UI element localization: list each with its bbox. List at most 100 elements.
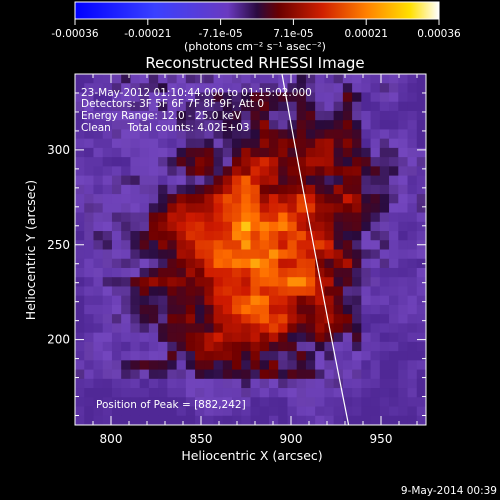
heatmap-cell [268,129,279,140]
heatmap-cell [268,314,279,324]
heatmap-cell [167,323,178,334]
heatmap-cell [324,157,335,167]
heatmap-cell [287,221,298,232]
heatmap-cell [232,267,242,278]
x-tick-label: 800 [100,432,123,446]
heatmap-cell [389,332,399,343]
heatmap-cell [278,166,288,177]
heatmap-cell [416,295,427,306]
heatmap-cell [315,286,325,297]
colorbar-unit-label: (photons cm⁻² s⁻¹ asec⁻²) [184,40,326,53]
heatmap-cell [167,147,178,158]
heatmap-cell [315,295,325,306]
heatmap-cell [342,175,353,186]
heatmap-cell [389,397,399,407]
heatmap-cell [315,194,325,204]
heatmap-cell [416,249,427,260]
heatmap-cell [111,258,122,269]
heatmap-cell [278,341,288,352]
heatmap-cell [84,101,94,112]
heatmap-cell [324,138,335,149]
heatmap-cell [250,166,261,177]
heatmap-cell [139,92,150,103]
heatmap-cell [241,415,251,426]
heatmap-cell [398,369,408,380]
heatmap-cell [278,286,288,297]
heatmap-cell [296,406,307,417]
heatmap-cell [167,277,178,287]
heatmap-cell [111,388,122,398]
heatmap-cell [121,369,131,380]
heatmap-cell [213,351,224,361]
heatmap-cell [379,369,390,380]
heatmap-cell [315,166,325,177]
heatmap-cell [296,249,307,260]
heatmap-cell [352,286,362,297]
heatmap-cell [370,120,381,130]
heatmap-cell [389,323,399,334]
heatmap-cell [407,110,418,121]
heatmap-cell [204,314,214,324]
heatmap-cell [352,120,362,130]
heatmap-cell [278,120,288,130]
heatmap-cell [121,92,131,103]
heatmap-cell [93,101,104,112]
heatmap-cell [389,258,399,269]
heatmap-cell [102,277,113,287]
heatmap-cell [75,378,85,389]
heatmap-cell [84,341,94,352]
heatmap-cell [121,295,131,306]
heatmap-cell [176,184,187,195]
heatmap-cell [102,101,113,112]
heatmap-cell [195,147,205,158]
heatmap-cell [158,184,168,195]
heatmap-cell [204,360,214,370]
heatmap-cell [305,157,316,167]
heatmap-cell [213,138,224,149]
heatmap-cell [121,101,131,112]
heatmap-cell [416,332,427,343]
heatmap-cell [130,351,141,361]
heatmap-cell [407,295,418,306]
heatmap-cell [232,110,242,121]
heatmap-cell [102,194,113,204]
heatmap-cell [222,378,233,389]
heatmap-cell [75,406,85,417]
heatmap-cell [241,360,251,370]
heatmap-cell [342,74,353,84]
heatmap-cell [250,415,261,426]
heatmap-cell [185,267,196,278]
heatmap-cell [111,369,122,380]
heatmap-cell [139,314,150,324]
heatmap-cell [232,277,242,287]
heatmap-cell [232,92,242,103]
heatmap-cell [139,129,150,140]
heatmap-cell [305,341,316,352]
heatmap-cell [176,267,187,278]
heatmap-cell [167,406,178,417]
heatmap-cell [259,286,270,297]
heatmap-cell [185,304,196,315]
heatmap-cell [342,194,353,204]
heatmap-cell [121,267,131,278]
heatmap-cell [287,360,298,370]
heatmap-cell [111,415,122,426]
heatmap-cell [389,286,399,297]
heatmap-cell [305,83,316,93]
heatmap-cell [111,110,122,121]
heatmap-cell [296,267,307,278]
heatmap-cell [278,323,288,334]
heatmap-cell [158,231,168,241]
heatmap-cell [213,332,224,343]
heatmap-cell [278,110,288,121]
heatmap-cell [185,175,196,186]
heatmap-cell [84,406,94,417]
heatmap-cell [305,92,316,103]
heatmap-cell [352,277,362,287]
heatmap-cell [389,314,399,324]
heatmap-cell [268,295,279,306]
heatmap-cell [287,369,298,380]
heatmap-cell [333,101,344,112]
heatmap-cell [102,388,113,398]
heatmap-cell [268,277,279,287]
